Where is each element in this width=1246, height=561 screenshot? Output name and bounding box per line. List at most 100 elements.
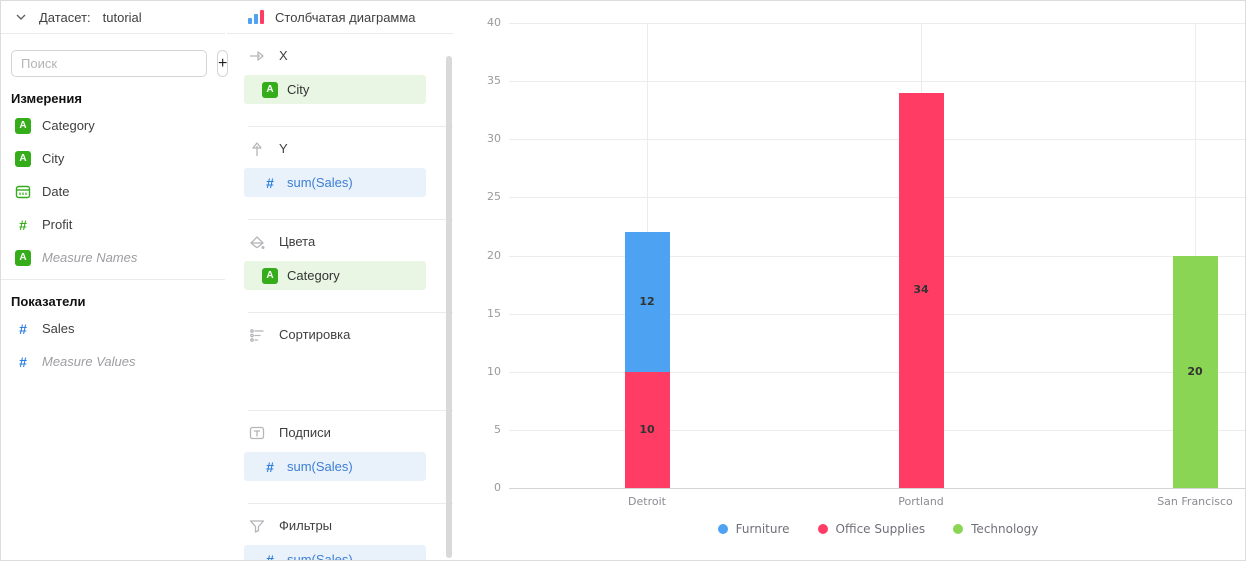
- section-sorting: Сортировка: [227, 313, 453, 411]
- section-y: Y sum(Sales): [227, 127, 453, 220]
- gridline: [509, 23, 1245, 24]
- divider: [248, 219, 453, 220]
- chart-area: 0 5 10 15 20 25 30 35 40 10 12 Detroit 34 Portland 20 S…: [456, 1, 1245, 560]
- y-axis-tick-label: 20: [487, 248, 501, 262]
- data-label: 12: [639, 295, 655, 308]
- data-label: 20: [1187, 364, 1203, 378]
- shelf-chip-sum-sales-filter[interactable]: sum(Sales): [244, 545, 426, 561]
- legend-dot-icon: [817, 524, 828, 534]
- field-row-profit[interactable]: Profit: [1, 208, 225, 241]
- x-axis-icon: [248, 47, 266, 65]
- x-axis-label: San Francisco: [1157, 495, 1233, 508]
- gridline: [509, 488, 1245, 489]
- field-row-sales[interactable]: Sales: [1, 312, 225, 345]
- bar-segment-technology[interactable]: [1172, 255, 1218, 488]
- section-filters: Фильтры sum(Sales): [227, 504, 453, 561]
- y-axis-icon: [248, 140, 266, 158]
- search-row: +: [11, 50, 229, 77]
- x-axis-label: Portland: [898, 495, 944, 508]
- legend-label: Office Supplies: [835, 522, 926, 536]
- section-y-label: Y: [279, 141, 288, 156]
- y-axis-tick-label: 5: [494, 422, 501, 436]
- divider: [1, 279, 225, 280]
- field-row-category[interactable]: Category: [1, 109, 225, 142]
- chart-legend: Furniture Office Supplies Technology: [509, 522, 1245, 536]
- section-labels: Подписи sum(Sales): [227, 411, 453, 504]
- filters-icon: [248, 517, 266, 535]
- x-axis-label: Detroit: [628, 495, 666, 508]
- number-type-icon: [15, 321, 31, 337]
- legend-item-technology[interactable]: Technology: [953, 522, 1038, 536]
- divider: [248, 126, 453, 127]
- field-row-measure-names[interactable]: Measure Names: [1, 241, 225, 274]
- labels-icon: [248, 424, 266, 442]
- shelf-chip-category[interactable]: Category: [244, 261, 426, 290]
- gridline: [509, 81, 1245, 83]
- string-type-icon: [15, 150, 31, 167]
- shelf-chip-sum-sales-labels[interactable]: sum(Sales): [244, 452, 426, 481]
- y-axis-tick-label: 30: [487, 132, 501, 146]
- shelf-chip-sum-sales[interactable]: sum(Sales): [244, 168, 426, 197]
- string-type-icon: [262, 81, 278, 98]
- number-type-icon: [15, 354, 31, 370]
- legend-item-office-supplies[interactable]: Office Supplies: [817, 522, 926, 536]
- section-filters-label: Фильтры: [279, 518, 333, 533]
- field-row-city[interactable]: City: [1, 142, 225, 175]
- y-axis-tick-label: 0: [494, 481, 501, 494]
- dataset-panel: Датасет: tutorial + Измерения Category C…: [1, 1, 229, 560]
- sort-icon: [248, 326, 266, 344]
- legend-dot-icon: [717, 524, 728, 534]
- bar-segment-office-supplies[interactable]: [898, 92, 944, 488]
- gridline: [509, 255, 1245, 257]
- legend-label: Technology: [971, 522, 1039, 536]
- number-type-icon: [262, 552, 278, 561]
- colors-icon: [248, 233, 266, 251]
- data-label: 10: [639, 422, 655, 436]
- section-labels-label: Подписи: [279, 425, 331, 440]
- chevron-down-icon[interactable]: [15, 11, 27, 23]
- legend-dot-icon: [953, 524, 964, 534]
- field-row-date[interactable]: Date: [1, 175, 225, 208]
- legend-label: Furniture: [735, 522, 790, 536]
- bar-segment-office-supplies[interactable]: [624, 371, 670, 488]
- number-type-icon: [262, 459, 278, 475]
- string-type-icon: [15, 117, 31, 134]
- y-axis-tick-label: 15: [487, 306, 501, 320]
- column-chart-icon: [248, 10, 264, 24]
- section-colors-label: Цвета: [279, 234, 316, 249]
- dataset-header: Датасет: tutorial: [1, 1, 225, 34]
- divider: [248, 410, 453, 411]
- data-label: 34: [913, 283, 929, 297]
- gridline: [509, 371, 1245, 373]
- gridline: [509, 139, 1245, 141]
- chart-type-label: Столбчатая диаграмма: [275, 9, 416, 25]
- section-colors: Цвета Category: [227, 220, 453, 313]
- measures-title: Показатели: [11, 294, 86, 309]
- gridline: [509, 313, 1245, 315]
- y-axis-tick-label: 25: [487, 190, 501, 204]
- scrollbar[interactable]: [446, 56, 452, 558]
- date-type-icon: [15, 184, 31, 200]
- chart-type-selector[interactable]: Столбчатая диаграмма: [227, 1, 453, 34]
- add-field-button[interactable]: +: [217, 50, 229, 77]
- y-axis-tick-label: 40: [487, 16, 501, 29]
- bar-segment-furniture[interactable]: [624, 232, 670, 372]
- shelf-chip-city[interactable]: City: [244, 75, 426, 104]
- gridline: [509, 197, 1245, 199]
- dimensions-title: Измерения: [11, 91, 82, 106]
- legend-item-furniture[interactable]: Furniture: [717, 522, 790, 536]
- divider: [248, 503, 453, 504]
- number-type-icon: [262, 175, 278, 191]
- field-row-measure-values[interactable]: Measure Values: [1, 345, 225, 378]
- y-axis-tick-label: 10: [487, 364, 501, 378]
- section-x: X City: [227, 34, 453, 127]
- empty-shelf: [248, 345, 453, 388]
- search-input[interactable]: [11, 50, 207, 77]
- section-sorting-label: Сортировка: [279, 327, 351, 342]
- dataset-name[interactable]: tutorial: [102, 9, 142, 25]
- section-x-label: X: [279, 48, 288, 63]
- y-axis-tick-label: 35: [487, 74, 501, 88]
- string-type-icon: [262, 267, 278, 284]
- gridline: [509, 429, 1245, 431]
